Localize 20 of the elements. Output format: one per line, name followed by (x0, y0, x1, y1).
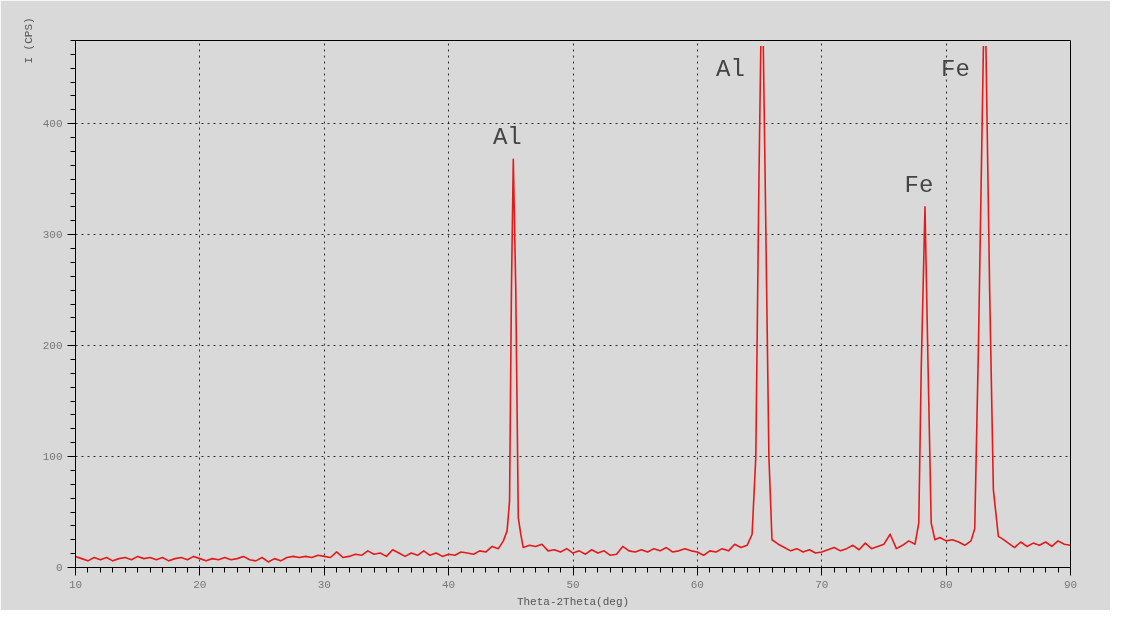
x-tick-label: 10 (68, 578, 83, 591)
y-tick-label: 100 (42, 451, 63, 464)
y-axis-title: I (CPS) (22, 17, 35, 64)
annotation: Fe (941, 56, 970, 84)
y-tick-label: 300 (42, 229, 63, 242)
x-tick-label: 50 (566, 578, 580, 591)
x-axis-title: Theta-2Theta(deg) (516, 595, 630, 608)
x-tick-label: 60 (690, 578, 704, 591)
y-tick-label: 0 (55, 562, 63, 574)
y-tick-label: 400 (42, 118, 63, 131)
y-tick-label: 200 (42, 340, 63, 353)
annotation: Al (716, 56, 745, 84)
x-tick-label: 20 (193, 578, 207, 591)
annotation: Fe (904, 171, 934, 199)
x-tick-label: 40 (442, 578, 456, 591)
x-tick-label: 80 (939, 578, 953, 591)
x-tick-label: 30 (317, 578, 331, 591)
x-tick-label: 70 (815, 578, 829, 591)
annotation: Al (492, 124, 522, 152)
x-tick-label: 90 (1063, 578, 1078, 591)
